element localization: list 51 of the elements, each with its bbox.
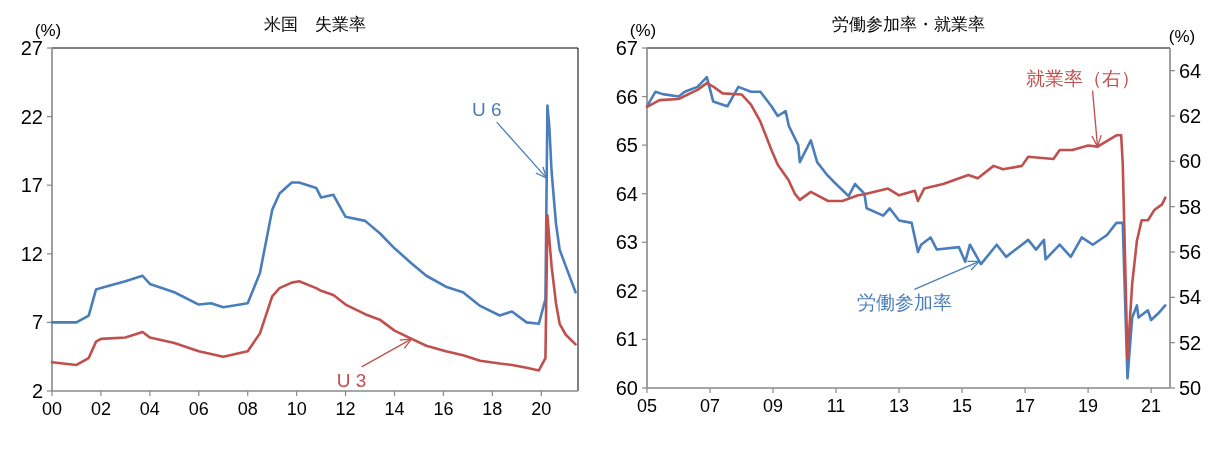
legend-label: 労働参加率 <box>856 292 952 314</box>
x-tick-label: 12 <box>335 399 356 419</box>
x-tick-label: 05 <box>636 396 658 416</box>
y-tick-label: 7 <box>31 311 43 334</box>
y-tick-label: 17 <box>20 174 43 197</box>
x-tick-label: 09 <box>763 396 784 416</box>
chart-title: 労働参加率・就業率 <box>832 15 985 34</box>
x-tick-label: 08 <box>237 399 258 419</box>
y2-tick-label: 58 <box>1179 195 1202 218</box>
line-series <box>50 104 577 326</box>
x-tick-label: 10 <box>286 399 307 419</box>
y-tick-label: 62 <box>615 279 638 302</box>
y-tick-label: 65 <box>615 134 638 157</box>
y-tick-label: 12 <box>20 242 43 265</box>
y2-axis-title: (%) <box>1168 27 1196 46</box>
y-tick-label: 60 <box>615 377 638 399</box>
x-tick-label: 11 <box>826 396 846 416</box>
y-tick-label: 66 <box>615 85 638 108</box>
y-axis-title: (%) <box>34 21 62 40</box>
x-tick-label: 20 <box>531 399 552 419</box>
y-tick-label: 63 <box>615 231 638 254</box>
y2-tick-label: 56 <box>1179 241 1202 263</box>
line-series <box>50 214 577 372</box>
y2-tick-label: 64 <box>1179 59 1202 82</box>
x-tick-label: 06 <box>188 399 209 419</box>
y2-tick-label: 52 <box>1179 331 1202 354</box>
x-tick-label: 16 <box>433 399 454 419</box>
y-tick-label: 22 <box>20 105 43 128</box>
text: U 6 <box>471 99 502 121</box>
x-tick-label: 14 <box>384 399 405 419</box>
chart-title: 米国 失業率 <box>264 15 366 34</box>
y2-tick-label: 50 <box>1179 377 1202 399</box>
x-tick-label: 02 <box>90 399 111 419</box>
x-tick-label: 00 <box>41 399 63 419</box>
x-tick-label: 18 <box>482 399 503 419</box>
text: U 3 <box>336 369 367 391</box>
x-tick-label: 13 <box>889 396 910 416</box>
y-tick-label: 2 <box>31 380 43 402</box>
x-tick-label: 15 <box>952 396 973 416</box>
y2-tick-label: 62 <box>1179 105 1202 127</box>
x-tick-label: 04 <box>139 399 160 419</box>
y-tick-label: 61 <box>615 328 638 351</box>
x-tick-label: 21 <box>1141 396 1162 416</box>
text: 就業率（右） <box>1025 67 1140 89</box>
y-tick-label: 64 <box>615 182 638 205</box>
y2-tick-label: 60 <box>1179 150 1202 173</box>
x-tick-label: 07 <box>700 396 721 416</box>
y-axis-title: (%) <box>629 21 657 40</box>
x-tick-label: 17 <box>1015 396 1036 416</box>
y2-tick-label: 54 <box>1179 286 1202 309</box>
x-tick-label: 19 <box>1078 396 1099 416</box>
